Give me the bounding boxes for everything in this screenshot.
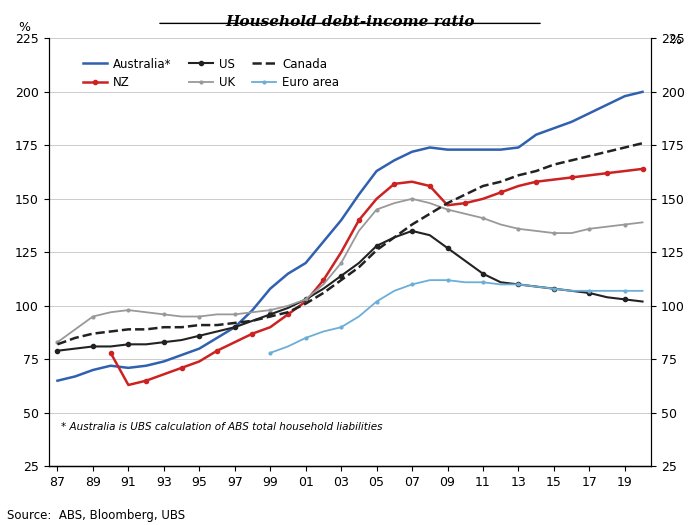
Text: * Australia is UBS calculation of ABS total household liabilities: * Australia is UBS calculation of ABS to… — [61, 422, 382, 432]
Y-axis label: %: % — [18, 21, 31, 34]
Y-axis label: %: % — [669, 34, 682, 47]
Legend: Australia*, NZ, US, UK, Canada, Euro area: Australia*, NZ, US, UK, Canada, Euro are… — [78, 53, 344, 94]
Title: Household debt-income ratio: Household debt-income ratio — [225, 15, 475, 29]
Text: Source:  ABS, Bloomberg, UBS: Source: ABS, Bloomberg, UBS — [7, 509, 185, 522]
